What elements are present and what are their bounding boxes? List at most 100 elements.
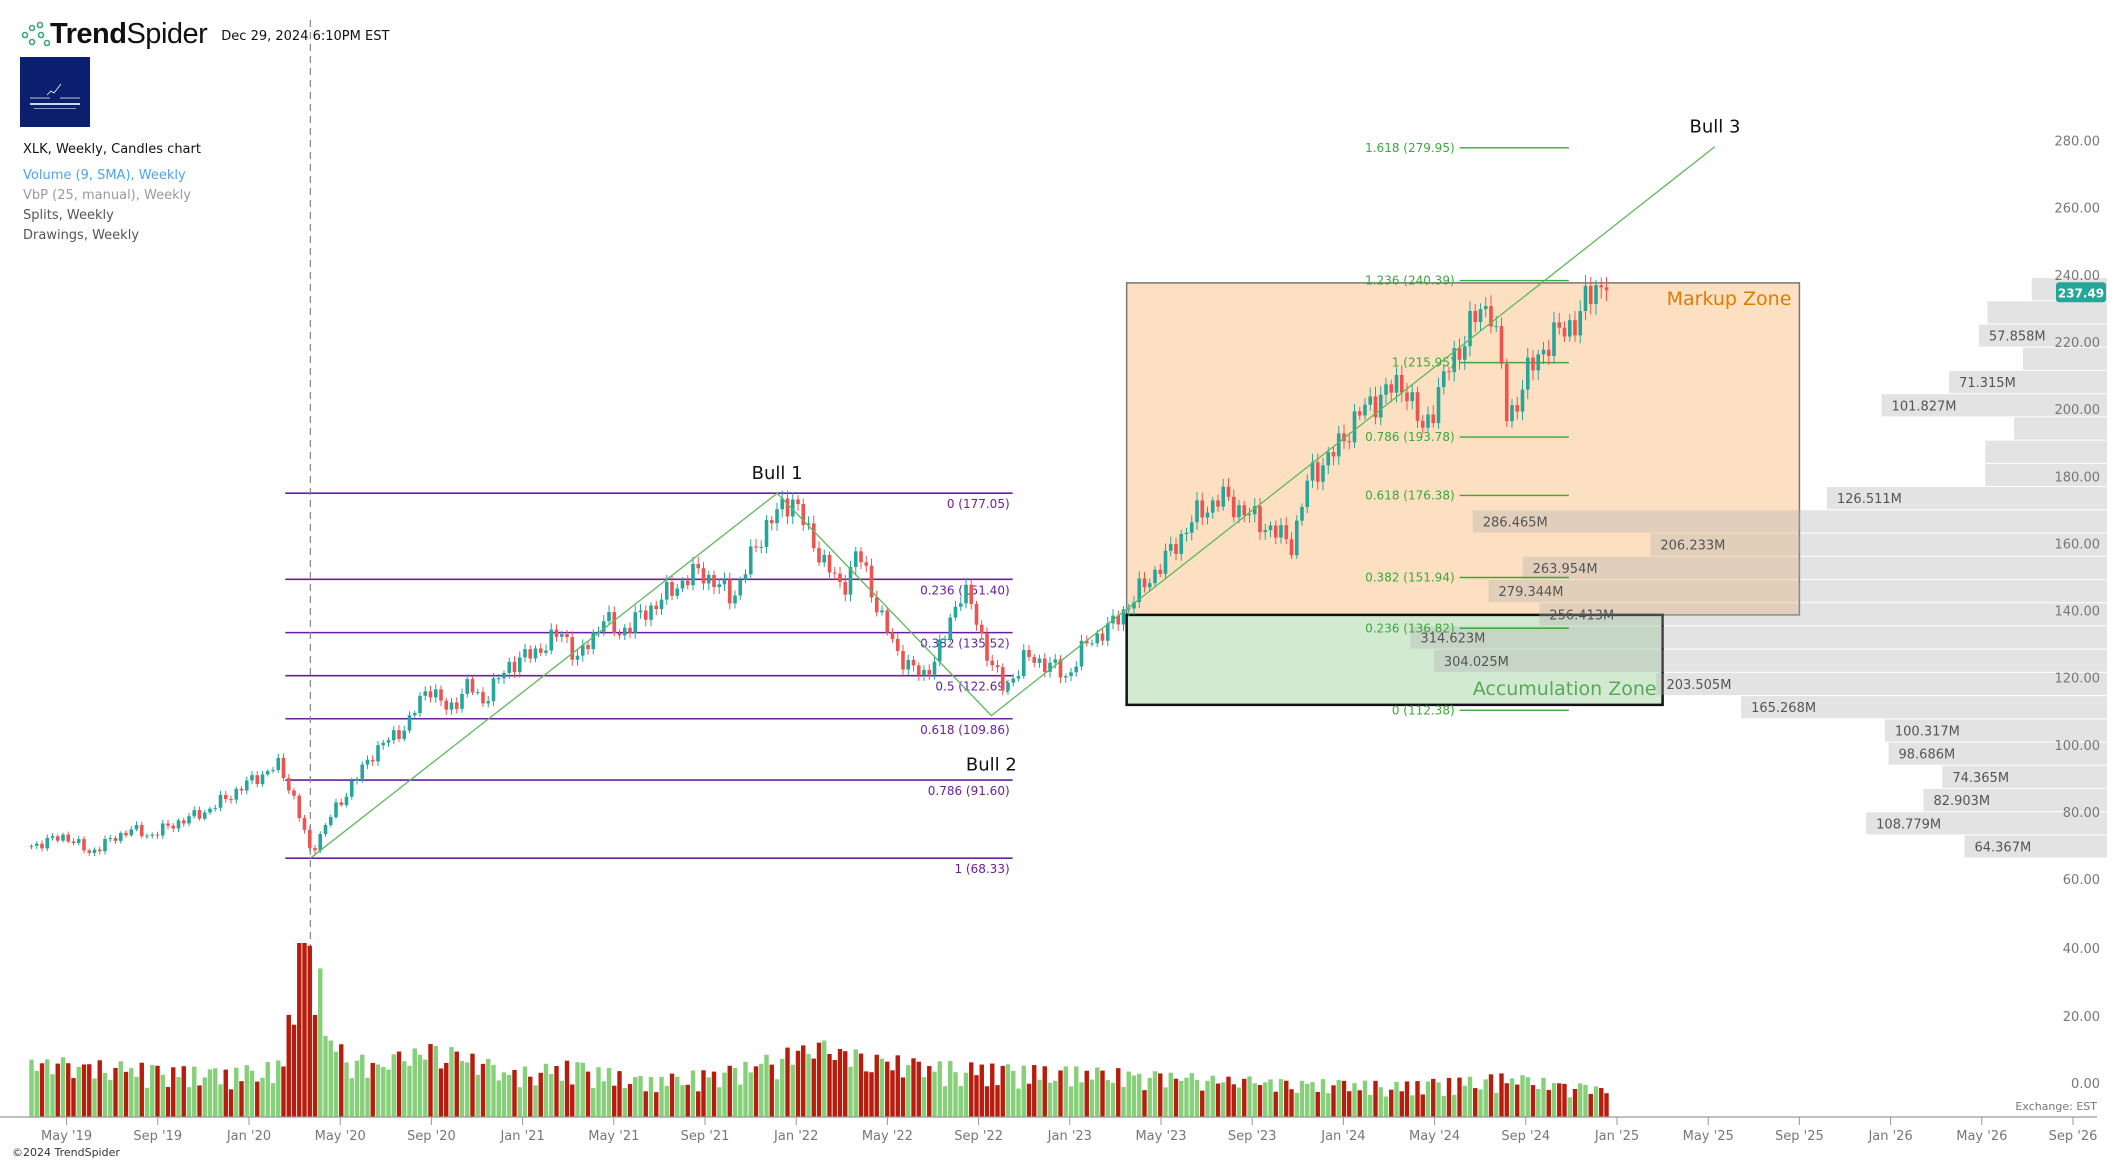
volume-bar	[554, 1066, 559, 1117]
volume-bar	[202, 1077, 207, 1117]
volume-bar	[1179, 1080, 1184, 1117]
volume-bar	[522, 1066, 528, 1117]
candle-body	[958, 603, 963, 607]
volume-bar	[1147, 1077, 1152, 1117]
candle-body	[769, 520, 774, 524]
candle-body	[869, 565, 874, 598]
volume-bar	[900, 1077, 906, 1117]
legend-vbp[interactable]: VbP (25, manual), Weekly	[23, 188, 191, 203]
time-axis-label: May '24	[1409, 1129, 1460, 1144]
candle-body	[465, 679, 470, 694]
volume-bar	[1116, 1068, 1121, 1117]
candle-body	[643, 610, 648, 620]
volume-bar	[879, 1058, 885, 1117]
volume-bar	[785, 1047, 790, 1117]
candle-body	[496, 678, 501, 680]
vbp-row	[1488, 579, 2107, 603]
candle-body	[785, 498, 790, 517]
volume-bar	[622, 1087, 627, 1117]
volume-bar	[81, 1064, 87, 1117]
candle-body	[523, 649, 527, 658]
legend-drawings[interactable]: Drawings, Weekly	[23, 228, 140, 243]
volume-bar	[1200, 1090, 1205, 1117]
candle-body	[570, 637, 575, 660]
copyright: ©2024 TrendSpider	[12, 1146, 120, 1159]
volume-bar	[811, 1058, 816, 1117]
volume-bar	[1053, 1080, 1058, 1117]
volume-bar	[381, 1067, 386, 1117]
vbp-row-label: 126.511M	[1837, 492, 1902, 507]
trendspider-logo-icon	[21, 21, 50, 46]
markup-zone-label: Markup Zone	[1667, 288, 1792, 310]
legend-main-series[interactable]: XLK, Weekly, Candles chart	[23, 142, 201, 157]
volume-bar	[748, 1072, 753, 1117]
candle-body	[911, 659, 916, 666]
vbp-row	[1433, 649, 2107, 672]
candle-body	[780, 498, 785, 510]
candle-body	[995, 665, 1000, 668]
brand-light: Spider	[126, 18, 208, 50]
candle-body	[528, 649, 533, 659]
volume-bar	[738, 1084, 743, 1117]
volume-bar	[192, 1066, 197, 1117]
candle-body	[1431, 414, 1436, 424]
volume-bar	[1016, 1088, 1021, 1117]
candle-body	[1242, 505, 1247, 516]
volume-bar	[470, 1053, 475, 1117]
candle-body	[580, 645, 585, 656]
volume-bar	[1184, 1077, 1189, 1117]
volume-bar	[312, 1014, 318, 1117]
candle-body	[1289, 539, 1294, 556]
volume-bar	[1483, 1079, 1488, 1117]
volume-bar	[265, 1061, 270, 1117]
candle-body	[360, 764, 365, 779]
price-axis-label: 80.00	[2063, 806, 2100, 821]
candle-body	[943, 639, 947, 641]
volume-bar	[1520, 1075, 1525, 1117]
fib-extension-label: 1 (215.95)	[1392, 356, 1455, 370]
volume-bar	[543, 1063, 549, 1117]
volume-bar	[354, 1060, 360, 1117]
volume-bar	[297, 943, 302, 1117]
volume-bar	[60, 1057, 66, 1117]
volume-bar	[318, 968, 323, 1117]
time-axis-label: May '22	[862, 1129, 913, 1144]
candle-body	[1210, 500, 1215, 513]
volume-bar	[1562, 1083, 1567, 1117]
volume-bar	[1315, 1091, 1320, 1117]
trendline-layer[interactable]: Bull 1 Bull 2 Bull 3 Markup Zone Accumulatio…	[309, 117, 1792, 859]
candle-body	[1552, 322, 1556, 356]
candle-body	[1504, 363, 1509, 422]
volume-axis-label: 0.00	[2071, 1077, 2100, 1092]
candle-body	[502, 672, 506, 679]
volume-bar	[1310, 1082, 1315, 1117]
price-axis-label: 180.00	[2055, 470, 2101, 485]
volume-bar	[1205, 1080, 1210, 1117]
candle-body	[323, 825, 328, 835]
volume-bar	[449, 1047, 454, 1117]
volume-bar	[1347, 1091, 1352, 1117]
legend-splits[interactable]: Splits, Weekly	[23, 208, 114, 223]
candle-body	[1189, 522, 1194, 533]
legend-volume[interactable]: Volume (9, SMA), Weekly	[23, 168, 186, 183]
volume-bar	[690, 1070, 696, 1117]
price-axis-label: 160.00	[2055, 537, 2101, 552]
volume-bar	[1074, 1066, 1079, 1117]
volume-bar	[1331, 1085, 1336, 1117]
volume-bar	[890, 1070, 895, 1117]
volume-bar	[501, 1072, 507, 1117]
candle-body	[61, 834, 65, 841]
fib-extension-label: 1.618 (279.95)	[1365, 141, 1455, 155]
volume-bar	[1210, 1075, 1215, 1117]
volume-bar	[428, 1044, 433, 1117]
volume-bar	[1336, 1080, 1341, 1117]
volume-bar	[1404, 1081, 1410, 1117]
volume-bar	[1105, 1080, 1110, 1117]
candle-body	[1478, 309, 1483, 322]
candle-body	[1321, 465, 1325, 482]
header: TrendSpider Dec 29, 2024 6:10PM EST	[20, 18, 389, 51]
volume-bar	[995, 1085, 1000, 1117]
candle-body	[1027, 650, 1031, 657]
candle-body	[1310, 462, 1315, 481]
